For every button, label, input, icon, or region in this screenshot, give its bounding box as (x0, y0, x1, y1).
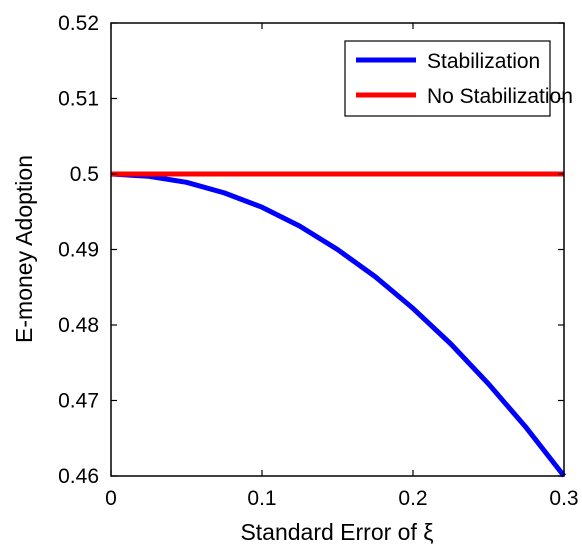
legend-label-no-stabilization: No Stabilization (427, 85, 573, 108)
legend-label-stabilization: Stabilization (427, 50, 540, 73)
series-line-stabilization (110, 171, 566, 478)
y-tick-label: 0.48 (58, 314, 99, 337)
x-tick-label: 0.3 (549, 487, 578, 510)
legend: Stabilization No Stabilization (344, 40, 573, 117)
y-tick-label: 0.47 (58, 390, 99, 413)
x-axis-ticks: 0 0.1 0.2 0.3 (105, 23, 579, 510)
series-layer (110, 171, 566, 478)
y-tick-label: 0.5 (70, 163, 99, 186)
y-tick-label: 0.46 (58, 465, 99, 488)
y-tick-label: 0.52 (58, 12, 99, 35)
y-tick-label: 0.51 (58, 88, 99, 111)
x-axis-label: Standard Error of ξ (240, 519, 433, 545)
x-tick-label: 0.2 (398, 487, 427, 510)
y-tick-label: 0.49 (58, 239, 99, 262)
y-axis-label: E-money Adoption (11, 155, 37, 343)
y-axis-ticks: 0.46 0.47 0.48 0.49 0.5 0.51 0.52 (58, 12, 564, 488)
legend-box (344, 40, 551, 117)
x-tick-label: 0 (105, 487, 117, 510)
x-tick-label: 0.1 (247, 487, 276, 510)
